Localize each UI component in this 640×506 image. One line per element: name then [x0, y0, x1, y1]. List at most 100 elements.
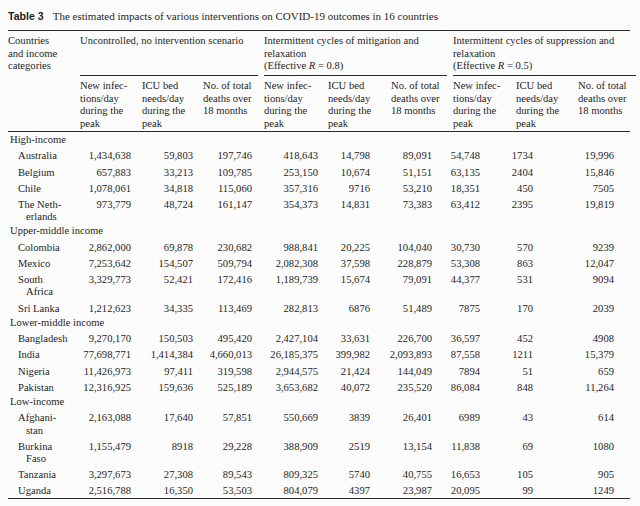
table-label: Table 3 [8, 10, 44, 22]
value-cell: 19,996 [572, 150, 630, 162]
country-name-line: Nigeria [18, 366, 74, 378]
value-cell: 105 [510, 469, 572, 481]
value-cell: 905 [572, 469, 630, 481]
value-cell: 10,674 [322, 167, 385, 179]
value-cell: 33,631 [322, 333, 385, 345]
value-cell: 40,755 [385, 469, 447, 481]
row-group-header-line: Countries [8, 35, 74, 48]
value-cell: 4,660,013 [197, 349, 258, 361]
value-cell: 21,424 [322, 366, 385, 378]
table-row: BurkinaFaso1,155,479891829,228388,909251… [8, 437, 630, 465]
value-cell: 53,210 [385, 183, 447, 195]
value-cell: 52,421 [136, 274, 197, 298]
bottom-rule [8, 498, 630, 499]
country-name-line: Australia [18, 150, 74, 162]
effective-r-line: (Effective R = 0.5) [453, 60, 636, 73]
value-cell: 230,682 [197, 242, 258, 254]
value-cell: 154,507 [136, 258, 197, 270]
country-name: Bangladesh [8, 333, 74, 345]
value-cell: 34,818 [136, 183, 197, 195]
value-cell: 109,785 [197, 167, 258, 179]
value-cell: 87,558 [447, 349, 510, 361]
value-cell: 197,746 [197, 150, 258, 162]
value-cell: 226,700 [385, 333, 447, 345]
country-name: Pakistan [8, 382, 74, 394]
value-cell: 63,135 [447, 167, 510, 179]
value-cell: 863 [510, 258, 572, 270]
value-cell: 7,253,642 [74, 258, 136, 270]
value-cell: 550,669 [258, 412, 322, 436]
icu-bed-needs-header: ICU bedneeds/dayduring thepeak [516, 80, 578, 131]
value-cell: 357,316 [258, 183, 322, 195]
country-name-line: erlands [18, 211, 74, 223]
country-name-line: Tanzania [18, 469, 74, 481]
value-cell: 525,189 [197, 382, 258, 394]
value-cell: 1,155,479 [74, 441, 136, 465]
value-cell: 12,316,925 [74, 382, 136, 394]
effective-r-prefix: (Effective [264, 60, 309, 71]
value-cell: 18,351 [447, 183, 510, 195]
value-cell: 5740 [322, 469, 385, 481]
value-cell: 89,543 [197, 469, 258, 481]
effective-r-line: (Effective R = 0.8) [264, 60, 447, 73]
value-cell: 282,813 [258, 303, 322, 315]
value-cell: 48,724 [136, 199, 197, 223]
subcolumn-header-line: peak [516, 118, 578, 131]
subcolumn-header-line: during the [453, 105, 516, 118]
effective-r-suffix: = 0.5) [504, 60, 532, 71]
subcolumn-header-line: peak [328, 118, 391, 131]
total-deaths-header: No. of totaldeaths over18 months [578, 80, 636, 131]
value-cell: 27,308 [136, 469, 197, 481]
subcolumn-headers: New infec-tions/dayduring thepeakICU bed… [264, 75, 447, 131]
value-cell: 26,185,375 [258, 349, 322, 361]
subcolumn-header-line: 18 months [391, 105, 447, 118]
table-row: Chile1,078,06134,818115,060357,316971653… [8, 179, 630, 195]
value-cell: 657,883 [74, 167, 136, 179]
value-cell: 14,831 [322, 199, 385, 223]
table-caption: Table 3 The estimated impacts of various … [8, 9, 630, 23]
value-cell: 3839 [322, 412, 385, 436]
value-cell: 235,520 [385, 382, 447, 394]
country-name: Australia [8, 150, 74, 162]
value-cell: 388,909 [258, 441, 322, 465]
subcolumn-header-line: needs/day [142, 93, 203, 106]
value-cell: 3,297,673 [74, 469, 136, 481]
value-cell: 1,434,638 [74, 150, 136, 162]
country-name: Belgium [8, 167, 74, 179]
value-cell: 12,047 [572, 258, 630, 270]
subcolumn-header-line: peak [142, 118, 203, 131]
country-name: Mexico [8, 258, 74, 270]
table-row: Bangladesh9,270,170150,503495,4202,427,1… [8, 329, 630, 345]
value-cell: 144,049 [385, 366, 447, 378]
value-cell: 1,414,384 [136, 349, 197, 361]
value-cell: 37,598 [322, 258, 385, 270]
value-cell: 40,072 [322, 382, 385, 394]
value-cell: 57,851 [197, 412, 258, 436]
subcolumn-header-line: during the [80, 105, 142, 118]
table-row: Sri Lanka1,212,62334,335113,469282,81368… [8, 299, 630, 315]
value-cell: 2395 [510, 199, 572, 223]
value-cell: 11,838 [447, 441, 510, 465]
subcolumn-header-line: New infec- [264, 80, 328, 93]
country-name-line: Bangladesh [18, 333, 74, 345]
country-name-line: Sri Lanka [18, 303, 74, 315]
effective-r-prefix: (Effective [453, 60, 498, 71]
value-cell: 9239 [572, 242, 630, 254]
value-cell: 59,803 [136, 150, 197, 162]
value-cell: 1734 [510, 150, 572, 162]
value-cell: 86,084 [447, 382, 510, 394]
value-cell: 172,416 [197, 274, 258, 298]
value-cell: 3,329,773 [74, 274, 136, 298]
value-cell: 51,489 [385, 303, 447, 315]
country-name-line: Afghani- [18, 412, 74, 424]
value-cell: 113,469 [197, 303, 258, 315]
subcolumn-header-line: 18 months [203, 105, 258, 118]
caption-text: The estimated impacts of various interve… [53, 10, 438, 22]
country-name-line: Africa [18, 286, 74, 298]
country-name-line: Burkina [18, 441, 74, 453]
table-body: High-incomeAustralia1,434,63859,803197,7… [8, 132, 630, 498]
value-cell: 988,841 [258, 242, 322, 254]
value-cell: 848 [510, 382, 572, 394]
country-name-line: Belgium [18, 167, 74, 179]
icu-bed-needs-header: ICU bedneeds/dayduring thepeak [328, 80, 391, 131]
